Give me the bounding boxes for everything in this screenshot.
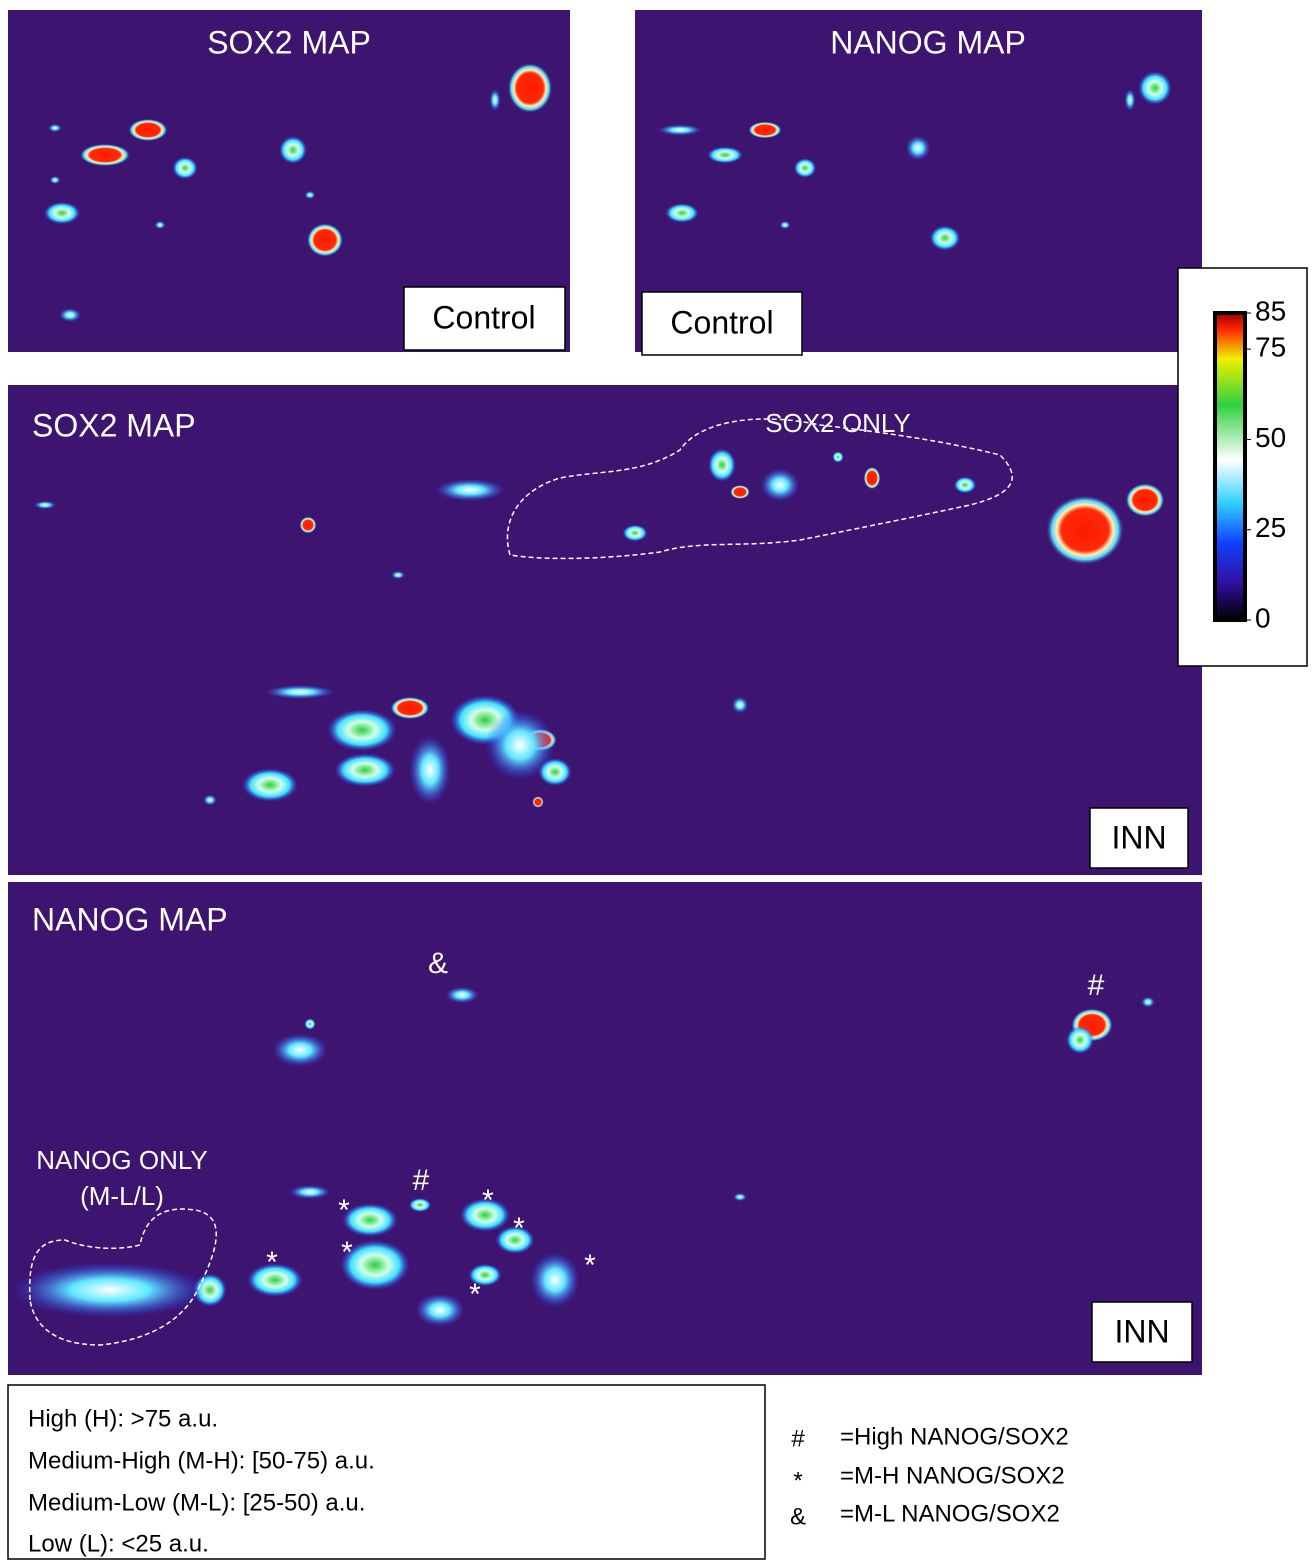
panel-label: Control (432, 299, 535, 335)
cell-signal (289, 1185, 331, 1199)
panel-title: NANOG MAP (830, 24, 1026, 60)
legend-text: High (H): >75 a.u. (28, 1405, 218, 1432)
cell-signal (34, 501, 56, 509)
cell-signal (415, 1293, 465, 1327)
cell-signal (80, 144, 130, 166)
cell-signal (435, 479, 505, 501)
cell-signal (445, 987, 479, 1004)
cell-signal (242, 768, 298, 802)
cell-signal (760, 468, 799, 502)
annotation-symbol: * (341, 1236, 353, 1269)
cell-signal (44, 202, 80, 224)
cell-signal (327, 709, 397, 751)
cell-signal (300, 517, 317, 534)
cell-signal (905, 135, 930, 160)
tick-label: 0 (1255, 602, 1271, 633)
cell-signal (48, 124, 62, 132)
cell-signal (538, 758, 572, 786)
cell-signal (1138, 71, 1172, 105)
annotation-symbol: # (413, 1164, 430, 1197)
annotation-symbol: * (513, 1212, 525, 1245)
panel-label: INN (1114, 1313, 1169, 1349)
cell-signal (279, 136, 307, 164)
key-symbol: * (793, 1467, 802, 1494)
cell-signal (748, 122, 782, 139)
cell-signal (1124, 89, 1135, 111)
cell-signal (12, 1262, 208, 1318)
cell-signal (832, 451, 843, 462)
cell-signal (508, 63, 553, 113)
region-label: SOX2 ONLY (765, 408, 910, 438)
cell-signal (409, 735, 451, 805)
tick-label: 75 (1255, 332, 1286, 363)
cell-signal (172, 157, 197, 179)
cell-signal (1046, 495, 1124, 565)
cell-signal (864, 467, 881, 489)
annotation-symbol: * (584, 1249, 596, 1282)
panel-title: SOX2 MAP (207, 24, 371, 60)
cell-signal (954, 477, 976, 494)
key-text: =M-L NANOG/SOX2 (840, 1500, 1060, 1527)
key-symbol: # (791, 1425, 805, 1452)
cell-signal (707, 147, 743, 164)
cell-signal (733, 1193, 747, 1201)
cell-signal (307, 223, 343, 257)
cell-signal (732, 697, 749, 714)
cell-signal (1125, 483, 1164, 517)
legend-text: Medium-Low (M-L): [25-50) a.u. (28, 1489, 365, 1516)
cell-signal (334, 753, 396, 787)
annotation-symbol: # (1088, 969, 1105, 1002)
legend-text: Low (L): <25 a.u. (28, 1530, 209, 1557)
cell-signal (622, 525, 647, 542)
panel-label: INN (1111, 819, 1166, 855)
tick-label: 25 (1255, 512, 1286, 543)
panel-title: SOX2 MAP (32, 407, 196, 443)
tick-label: 85 (1255, 295, 1286, 326)
annotation-symbol: * (469, 1278, 481, 1311)
cell-signal (342, 1203, 398, 1237)
region-label: (M-L/L) (80, 1181, 164, 1211)
cell-signal (730, 485, 750, 499)
cell-signal (658, 124, 703, 135)
cell-signal (409, 1198, 431, 1212)
cell-signal (59, 308, 81, 322)
tick-label: 50 (1255, 422, 1286, 453)
cell-signal (930, 225, 961, 250)
cell-signal (794, 158, 816, 178)
figure: SOX2 MAP NANOG MAP SOX2 MAP NANOG MAP SO… (0, 0, 1315, 1560)
cell-signal (304, 1018, 315, 1029)
panel-label: Control (670, 304, 773, 340)
cell-signal (391, 571, 405, 579)
legend-text: Medium-High (M-H): [50-75) a.u. (28, 1447, 375, 1474)
cell-signal (154, 221, 165, 229)
cell-signal (128, 119, 167, 141)
cell-signal (265, 685, 335, 699)
cell-signal (1141, 996, 1155, 1007)
annotation-symbol: * (338, 1194, 350, 1227)
cell-signal (779, 221, 790, 229)
cell-signal (530, 1252, 580, 1308)
cell-signal (532, 796, 543, 807)
cell-signal (390, 697, 429, 719)
cell-signal (1066, 1026, 1094, 1054)
key-text: =M-H NANOG/SOX2 (840, 1462, 1065, 1489)
cell-signal (665, 203, 699, 223)
cell-signal (272, 1033, 328, 1067)
annotation-symbol: * (266, 1246, 278, 1279)
panel-title: NANOG MAP (32, 901, 228, 937)
region-label: NANOG ONLY (36, 1145, 207, 1175)
annotation-symbol: & (428, 947, 448, 980)
cell-signal (708, 448, 736, 482)
key-text: =High NANOG/SOX2 (840, 1423, 1069, 1450)
cell-signal (489, 89, 500, 111)
key-symbol: & (790, 1503, 806, 1530)
colorbar (1215, 313, 1245, 620)
cell-signal (203, 794, 217, 805)
cell-signal (49, 176, 60, 184)
annotation-symbol: * (482, 1184, 494, 1217)
panel-bg (8, 385, 1202, 875)
cell-signal (304, 191, 315, 199)
